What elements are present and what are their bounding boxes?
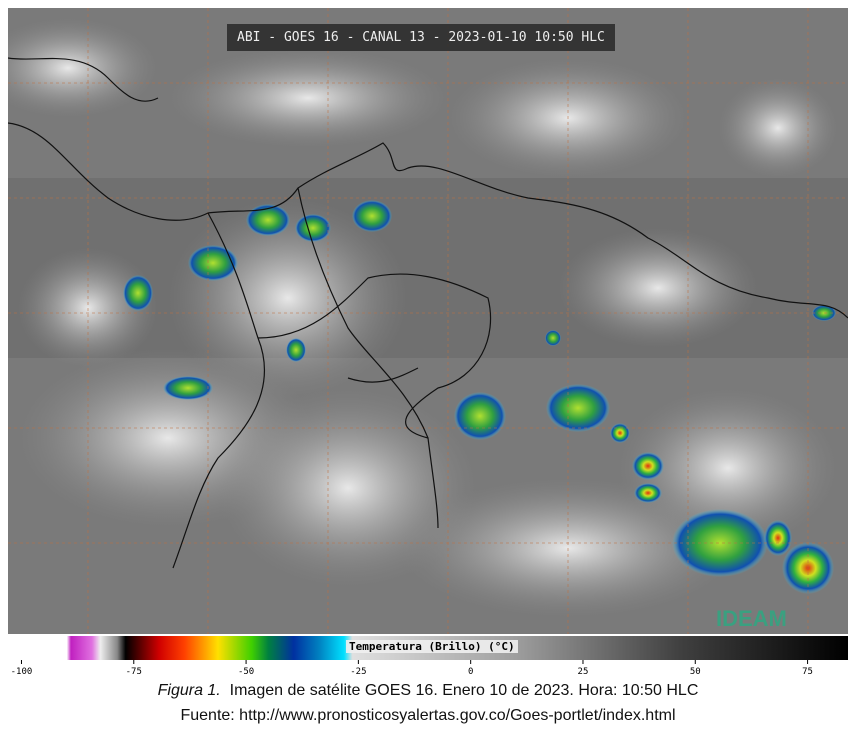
colorbar-title: Temperatura (Brillo) (°C): [346, 640, 518, 653]
tick-label: -50: [238, 667, 254, 677]
tick-label: 75: [802, 667, 813, 677]
image-header: ABI - GOES 16 - CANAL 13 - 2023-01-10 10…: [227, 24, 615, 51]
tick-label: 0: [468, 667, 473, 677]
caption: Figura 1. Imagen de satélite GOES 16. En…: [0, 682, 856, 700]
colorbar-ticks: -100 -75 -50 -25 0 25 50 75: [11, 660, 813, 677]
figure-label: Figura 1.: [157, 682, 221, 699]
tick-label: -25: [350, 667, 366, 677]
tick-label: 25: [578, 667, 589, 677]
tick-label: -100: [11, 667, 33, 677]
colorbar: Temperatura (Brillo) (°C): [8, 636, 848, 660]
tick-label: -75: [126, 667, 142, 677]
logo: IDEAM: [716, 606, 787, 631]
caption-text: Imagen de satélite GOES 16. Enero 10 de …: [229, 682, 699, 699]
tick-label: 50: [690, 667, 701, 677]
caption-source: Fuente: http://www.pronosticosyalertas.g…: [180, 707, 676, 724]
satellite-image: [8, 8, 848, 634]
